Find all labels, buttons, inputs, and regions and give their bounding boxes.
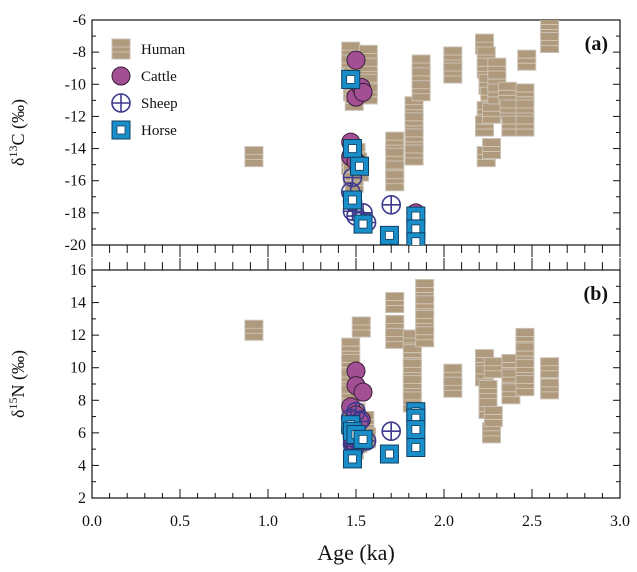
y-tick-label: -10 xyxy=(65,76,86,93)
series-human xyxy=(244,20,560,193)
horse-point xyxy=(342,139,362,159)
y-tick-label: 14 xyxy=(70,295,86,312)
human-point xyxy=(517,49,537,71)
human-point xyxy=(244,319,264,341)
x-tick-label: 1.0 xyxy=(258,513,278,530)
x-tick-label: 1.5 xyxy=(346,513,366,530)
human-point xyxy=(443,62,463,84)
human-point xyxy=(404,144,424,166)
legend-item-cattle: Cattle xyxy=(111,66,177,86)
data-points xyxy=(244,279,560,469)
legend-item-horse: Horse xyxy=(111,120,177,140)
y-tick-label: -18 xyxy=(65,205,86,222)
human-point xyxy=(351,316,371,338)
y-tick-label: 8 xyxy=(78,392,86,409)
horse-point xyxy=(341,69,361,89)
legend-label: Cattle xyxy=(141,69,177,85)
horse-point xyxy=(342,190,362,210)
legend-marker xyxy=(111,120,131,140)
horse-point xyxy=(379,444,399,464)
human-point xyxy=(515,83,535,105)
legend-marker xyxy=(111,66,131,86)
human-point xyxy=(540,378,560,400)
series-horse xyxy=(341,402,426,469)
human-point xyxy=(483,406,503,428)
y-tick-label: 6 xyxy=(78,425,86,442)
human-point xyxy=(483,357,503,379)
legend-item-sheep: Sheep xyxy=(111,93,178,113)
human-point xyxy=(385,327,405,349)
y-tick-label: -14 xyxy=(65,141,86,158)
human-point xyxy=(385,292,405,314)
horse-point xyxy=(353,214,373,234)
horse-point xyxy=(406,420,426,440)
y-tick-label: -16 xyxy=(65,173,86,190)
y-tick-label: 2 xyxy=(78,490,86,507)
horse-point xyxy=(342,449,362,469)
horse-point xyxy=(406,438,426,458)
human-point xyxy=(478,380,498,402)
x-tick-label: 0.0 xyxy=(82,513,102,530)
legend-marker xyxy=(111,38,131,60)
human-point xyxy=(515,99,535,121)
x-axis: 0.0 0.5 1.0 1.5 2.0 2.5 3.0 Age (ka) xyxy=(82,513,630,565)
human-point xyxy=(497,81,517,103)
cattle-point xyxy=(346,50,366,70)
y-tick-label: 10 xyxy=(70,360,86,377)
panel-label: (b) xyxy=(584,283,608,305)
y-axis-title: δ13C (‰) xyxy=(6,99,29,166)
data-points xyxy=(244,20,560,245)
sheep-point xyxy=(381,421,402,442)
human-point xyxy=(482,422,502,444)
human-point xyxy=(515,115,535,137)
x-axis-title: Age (ka) xyxy=(317,540,395,565)
panel-a-carbon: -20 -18 -16 -14 -12 -10 -8 -6 δ13C (‰) (a) xyxy=(6,12,621,257)
horse-point xyxy=(406,232,426,245)
human-point xyxy=(411,80,431,102)
human-point xyxy=(482,102,502,124)
human-point xyxy=(515,342,535,364)
human-point xyxy=(540,32,560,53)
series-horse xyxy=(341,69,426,245)
legend-label: Sheep xyxy=(141,96,178,112)
human-point xyxy=(244,146,264,168)
cattle-point xyxy=(353,382,373,402)
y-tick-label: -20 xyxy=(65,237,86,254)
y-tick-label: -12 xyxy=(65,108,86,125)
human-point xyxy=(443,376,463,398)
legend-item-human: Human xyxy=(111,38,186,60)
human-point xyxy=(482,138,502,160)
series-human xyxy=(244,279,560,460)
y-tick-label: -6 xyxy=(73,12,86,29)
legend: Human Cattle Sheep Horse xyxy=(111,38,186,140)
legend-marker xyxy=(111,93,131,113)
horse-point xyxy=(353,429,373,449)
legend-label: Human xyxy=(141,42,186,58)
y-tick-label: 4 xyxy=(78,457,86,474)
human-point xyxy=(415,279,435,301)
y-tick-label: 12 xyxy=(70,327,86,344)
x-tick-label: 0.5 xyxy=(170,513,190,530)
x-tick-label: 2.5 xyxy=(522,513,542,530)
sheep-point xyxy=(381,195,402,215)
human-point xyxy=(415,326,435,348)
y-tick-label: 16 xyxy=(70,262,86,279)
horse-point xyxy=(350,156,370,176)
human-point xyxy=(515,375,535,397)
legend-label: Horse xyxy=(141,123,177,139)
x-tick-label: 3.0 xyxy=(610,513,630,530)
y-axis-title: δ15N (‰) xyxy=(6,350,29,418)
human-point xyxy=(540,357,560,379)
panel-b-nitrogen: 2 4 6 8 10 12 14 16 δ15N (‰) (b) xyxy=(6,258,621,507)
x-tick-label: 2.0 xyxy=(434,513,454,530)
human-point xyxy=(341,337,361,359)
human-point xyxy=(385,170,405,192)
y-tick-label: -8 xyxy=(73,44,86,61)
human-point xyxy=(443,46,463,68)
panel-label: (a) xyxy=(585,33,608,55)
horse-point xyxy=(379,225,399,245)
